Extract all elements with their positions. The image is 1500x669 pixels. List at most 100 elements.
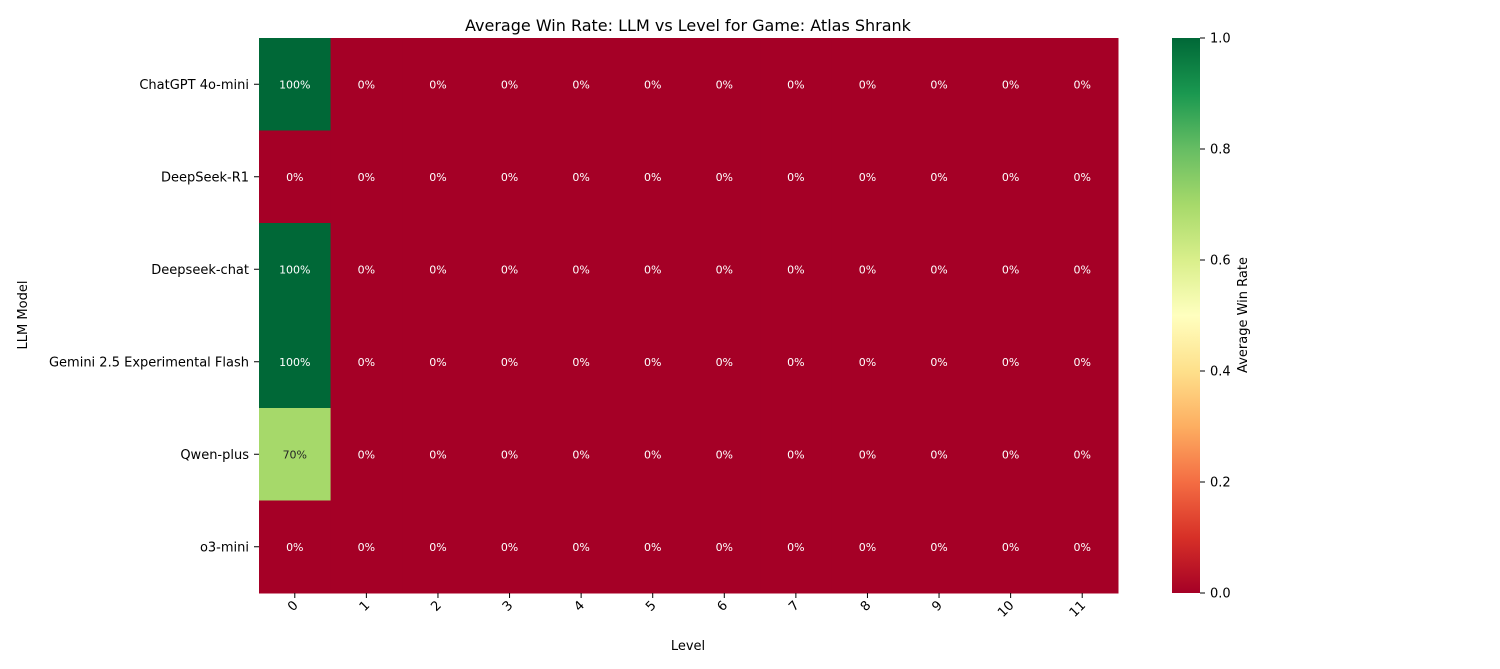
colorbar-tick-label: 0.8	[1210, 143, 1231, 158]
heatmap-cell	[974, 315, 1047, 409]
x-tick-label: 11	[1067, 598, 1089, 620]
heatmap-cell	[402, 130, 475, 224]
cell-value-label: 0%	[930, 78, 947, 91]
heatmap-cell	[974, 130, 1047, 224]
heatmap-cell	[402, 500, 475, 594]
cell-value-label: 0%	[644, 448, 661, 461]
heatmap-cell	[545, 38, 618, 131]
cell-value-label: 0%	[1002, 78, 1019, 91]
cell-value-label: 0%	[859, 541, 876, 554]
heatmap-cell	[616, 500, 689, 594]
cell-value-label: 0%	[572, 448, 589, 461]
heatmap-cell	[903, 315, 976, 409]
cell-value-label: 0%	[859, 78, 876, 91]
cell-value-label: 0%	[930, 356, 947, 369]
cell-value-label: 0%	[930, 263, 947, 276]
heatmap-cell	[402, 38, 475, 131]
cell-value-label: 0%	[286, 541, 303, 554]
heatmap-cell	[616, 38, 689, 131]
heatmap-cell	[473, 315, 546, 409]
colorbar-tick-label: 0.0	[1210, 587, 1231, 602]
heatmap-cell	[760, 38, 833, 131]
x-tick-label: 10	[995, 598, 1017, 620]
heatmap-cell	[688, 38, 761, 131]
heatmap-cell	[974, 223, 1047, 316]
heatmap-cell	[831, 38, 904, 131]
cell-value-label: 0%	[501, 171, 518, 184]
cell-value-label: 100%	[279, 78, 310, 91]
cell-value-label: 0%	[572, 541, 589, 554]
heatmap-cell	[545, 408, 618, 501]
cell-value-label: 0%	[644, 263, 661, 276]
cell-value-label: 0%	[787, 171, 804, 184]
heatmap-cell	[831, 315, 904, 409]
cell-value-label: 0%	[787, 263, 804, 276]
heatmap-cell	[760, 223, 833, 316]
cell-value-label: 0%	[1002, 541, 1019, 554]
cell-value-label: 0%	[358, 263, 375, 276]
heatmap-cell	[330, 38, 403, 131]
cell-value-label: 0%	[1073, 448, 1090, 461]
y-tick-label: ChatGPT 4o-mini	[139, 78, 249, 93]
x-tick-label: 0	[285, 598, 301, 614]
heatmap-cell	[903, 500, 976, 594]
heatmap-cell	[1046, 223, 1119, 316]
heatmap-cell	[330, 315, 403, 409]
heatmap-cell	[259, 223, 332, 316]
cell-value-label: 0%	[716, 356, 733, 369]
cell-value-label: 0%	[859, 356, 876, 369]
heatmap-cell	[545, 500, 618, 594]
cell-value-label: 0%	[1073, 263, 1090, 276]
heatmap-cell	[473, 500, 546, 594]
cell-value-label: 0%	[1002, 263, 1019, 276]
cell-value-label: 0%	[429, 78, 446, 91]
cell-value-label: 0%	[930, 448, 947, 461]
colorbar-ticks: 0.0 0.2 0.4 0.6 0.8 1.0	[1200, 32, 1231, 602]
cell-value-label: 0%	[644, 356, 661, 369]
x-tick-label: 2	[428, 598, 444, 614]
heatmap-cell	[831, 130, 904, 224]
heatmap-cell	[473, 130, 546, 224]
heatmap-cell	[688, 130, 761, 224]
heatmap-cell	[402, 223, 475, 316]
heatmap-cell	[545, 130, 618, 224]
cell-value-label: 0%	[716, 448, 733, 461]
heatmap-cell	[473, 38, 546, 131]
heatmap-cell	[259, 130, 332, 224]
cell-value-label: 0%	[286, 171, 303, 184]
heatmap-cell	[259, 315, 332, 409]
cell-value-label: 0%	[716, 78, 733, 91]
colorbar-tick-label: 0.6	[1210, 254, 1231, 269]
heatmap-cell	[1046, 38, 1119, 131]
y-tick-label: Qwen-plus	[180, 448, 249, 463]
heatmap-cell	[760, 130, 833, 224]
heatmap-cell	[545, 223, 618, 316]
cell-value-label: 0%	[787, 448, 804, 461]
cell-value-label: 100%	[279, 263, 310, 276]
heatmap-cell	[903, 38, 976, 131]
x-tick-label: 1	[357, 598, 373, 614]
cell-value-label: 0%	[644, 78, 661, 91]
cell-value-label: 0%	[572, 78, 589, 91]
heatmap-cell	[831, 408, 904, 501]
cell-value-label: 0%	[716, 541, 733, 554]
colorbar-tick-label: 0.4	[1210, 365, 1231, 380]
colorbar-tick-label: 0.2	[1210, 476, 1231, 491]
cell-value-label: 0%	[501, 448, 518, 461]
cell-value-label: 0%	[859, 263, 876, 276]
heatmap-cell	[831, 500, 904, 594]
cell-value-label: 0%	[1073, 78, 1090, 91]
heatmap-cell	[402, 315, 475, 409]
heatmap-cell	[974, 408, 1047, 501]
heatmap-cell	[330, 223, 403, 316]
cell-value-label: 0%	[429, 541, 446, 554]
cell-value-label: 0%	[429, 171, 446, 184]
cell-value-label: 0%	[859, 171, 876, 184]
x-tick-label: 9	[929, 598, 945, 614]
cell-value-label: 0%	[1002, 448, 1019, 461]
x-tick-label: 8	[858, 598, 874, 614]
cell-value-label: 0%	[644, 171, 661, 184]
heatmap-cell	[1046, 315, 1119, 409]
cell-value-label: 0%	[501, 356, 518, 369]
